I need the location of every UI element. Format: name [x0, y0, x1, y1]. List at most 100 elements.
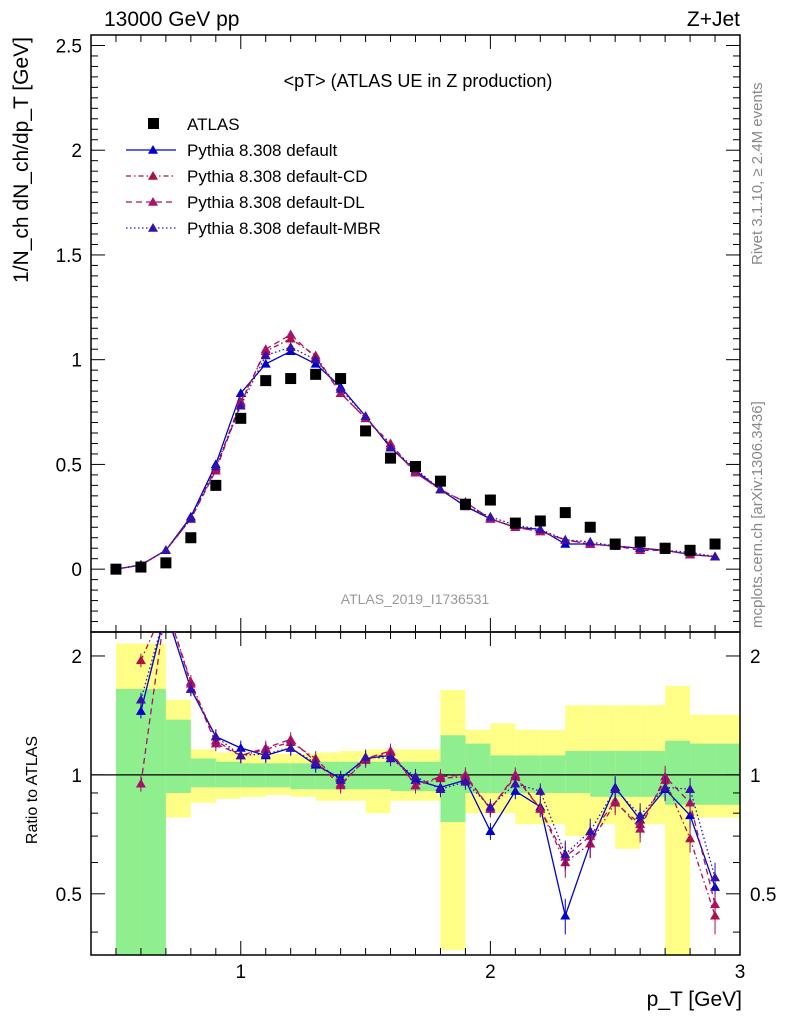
ratio-marker [485, 826, 496, 836]
ratio-marker [660, 782, 671, 792]
data-point [609, 538, 621, 550]
series-line [115, 337, 716, 570]
ratio-marker [135, 694, 146, 704]
stat-band [190, 758, 216, 788]
data-point [709, 538, 721, 550]
data-point [185, 532, 197, 544]
x-tick-label: 1 [235, 962, 246, 983]
data-point [434, 475, 446, 487]
legend-label: Pythia 8.308 default-CD [187, 167, 368, 186]
series-marker [335, 384, 346, 393]
ratio-marker [560, 910, 571, 920]
data-point [534, 515, 546, 527]
series-line [115, 346, 716, 570]
series-marker [535, 524, 546, 534]
y-tick-label: 1.5 [56, 246, 82, 267]
legend-label: Pythia 8.308 default-DL [187, 193, 365, 212]
mcplots-label: mcplots.cern.ch [arXiv:1306.3436] [749, 401, 766, 628]
y-tick-label: 2.5 [56, 36, 82, 57]
data-point [410, 461, 421, 473]
ratio-bands [115, 643, 740, 955]
series-marker [360, 411, 371, 420]
data-point [260, 375, 272, 387]
ratio-marker [585, 826, 596, 836]
stat-band [665, 740, 691, 805]
data-point [509, 517, 521, 529]
data-point [110, 563, 122, 575]
data-point [559, 507, 571, 519]
data-point [584, 521, 596, 533]
ratio-marker [610, 784, 621, 793]
ratio-marker [285, 742, 296, 752]
ratio-marker [135, 655, 146, 665]
ratio-marker [161, 606, 171, 615]
ratio-marker [710, 872, 721, 882]
legend-marker [148, 171, 158, 180]
ratio-y-tick-label: 1 [71, 766, 82, 787]
data-point [659, 542, 671, 554]
header-right: Z+Jet [687, 8, 740, 31]
ratio-marker [410, 780, 421, 790]
series-marker [385, 442, 396, 452]
ratio-marker [460, 776, 471, 786]
ratio-marker [335, 775, 346, 784]
series-marker [285, 329, 296, 339]
stat-band [640, 750, 666, 797]
legend-marker [148, 197, 158, 206]
ratio-marker [460, 769, 471, 779]
ratio-marker [385, 753, 396, 763]
ratio-y-axis-title: Ratio to ATLAS [24, 736, 41, 844]
data-point [285, 373, 297, 385]
series-marker [560, 534, 571, 544]
ratio-line [140, 632, 716, 905]
ratio-marker [510, 778, 521, 788]
ratio-marker [260, 748, 271, 758]
ratio-y-tick-label-right: 0.5 [750, 885, 776, 906]
ratio-series [135, 606, 721, 935]
series-marker [485, 511, 496, 521]
stat-band [690, 743, 716, 805]
ratio-marker [660, 771, 671, 781]
series-marker [285, 342, 296, 351]
data-point [684, 544, 696, 556]
ratio-marker [435, 784, 446, 793]
x-tick-label: 3 [735, 962, 746, 983]
ratio-marker [685, 797, 696, 807]
syst-band [665, 685, 691, 955]
ratio-marker [685, 784, 696, 793]
data-point [360, 425, 372, 437]
ratio-marker [385, 745, 396, 755]
ratio-marker [485, 801, 496, 811]
stat-band [115, 688, 141, 955]
ratio-marker [310, 758, 321, 768]
ratio-marker [535, 786, 546, 795]
data-point [235, 412, 247, 424]
chart-title: <pT> (ATLAS UE in Z production) [284, 71, 553, 91]
header-left: 13000 GeV pp [104, 8, 239, 31]
ratio-marker [185, 683, 196, 693]
ratio-marker [161, 606, 171, 615]
series-marker [235, 400, 246, 410]
y-tick-label: 1 [71, 351, 82, 372]
series-marker [635, 543, 646, 552]
ratio-marker [635, 810, 646, 820]
series-marker [160, 545, 171, 555]
series-marker [185, 513, 196, 523]
ratio-marker [135, 706, 146, 715]
series-marker [210, 461, 221, 471]
data-point [335, 373, 347, 385]
data-point [459, 498, 471, 510]
data-point [634, 536, 646, 548]
data-point [385, 452, 397, 464]
ratio-marker [510, 769, 521, 779]
legend-marker [148, 145, 158, 154]
series-marker [260, 344, 271, 353]
stat-band [165, 719, 191, 793]
legend-marker-data [148, 118, 159, 129]
y-tick-label: 0.5 [56, 455, 82, 476]
data-point [484, 494, 496, 506]
ratio-y-tick-label-right: 1 [750, 766, 761, 787]
y-tick-label: 2 [71, 141, 82, 162]
rivet-label: Rivet 3.1.10, ≥ 2.4M events [749, 83, 766, 266]
series-line [115, 350, 716, 570]
